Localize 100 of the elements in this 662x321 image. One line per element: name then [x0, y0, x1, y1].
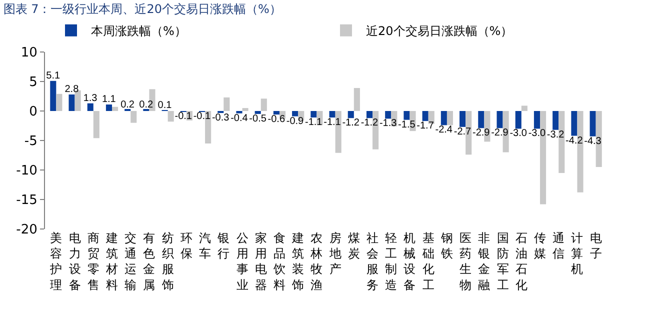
data-label: -0.1 [193, 111, 212, 122]
data-label: 1.3 [83, 92, 98, 104]
x-tick-label: 医药生物 [460, 231, 472, 292]
x-tick-label: 传媒 [534, 231, 546, 261]
bar [106, 104, 112, 111]
x-tick-label: 钢铁 [440, 231, 453, 261]
x-tick-label: 通信 [552, 231, 565, 261]
x-tick-label: 家用电器 [254, 231, 267, 292]
data-label: -0.3 [212, 112, 230, 124]
bar [112, 106, 118, 111]
bar [366, 111, 373, 118]
bar [354, 88, 360, 111]
data-label: -2.9 [491, 128, 509, 139]
data-label: -2.9 [472, 128, 490, 139]
data-label: -1.7 [416, 120, 434, 132]
x-tick-label: 汽车 [199, 231, 212, 261]
data-label: 0.1 [158, 100, 172, 111]
data-label: -4.2 [566, 135, 584, 146]
data-label: -3.2 [546, 129, 565, 140]
x-tick-label: 房地产 [328, 231, 342, 276]
data-label: -1.3 [379, 118, 398, 130]
bar [478, 111, 484, 128]
data-label: -1.5 [398, 119, 416, 130]
data-label: 1.1 [102, 94, 116, 106]
bar [87, 103, 94, 111]
bar [56, 94, 62, 111]
bar [130, 111, 137, 123]
x-tick-label: 煤炭 [348, 231, 360, 261]
x-tick-label: 农林牧渔 [310, 231, 323, 292]
y-tick-label: 0 [29, 104, 38, 120]
x-tick-label: 基础化工 [421, 231, 434, 292]
y-tick-label: -15 [16, 193, 38, 208]
bar [422, 111, 428, 122]
x-tick-label: 社会服务 [366, 231, 379, 292]
bar [50, 80, 56, 111]
bar [496, 111, 503, 128]
data-label: -0.1 [174, 111, 192, 122]
data-label: 0.2 [120, 99, 135, 110]
data-label: -4.3 [584, 136, 602, 147]
x-tick-label: 建筑装饰 [291, 231, 304, 292]
x-tick-label: 建筑材料 [104, 231, 118, 292]
data-label: -1.2 [360, 118, 379, 129]
bar [521, 106, 528, 111]
data-label: -1.2 [342, 118, 360, 129]
y-tick-label: 5 [29, 75, 38, 90]
x-tick-label: 轻工制造 [385, 231, 398, 292]
data-label: 5.1 [46, 70, 60, 82]
x-tick-label: 食品饮料 [272, 231, 286, 292]
bar [590, 111, 596, 136]
legend-label: 本周涨跌幅（%） [91, 24, 186, 38]
bar [292, 111, 298, 116]
bar [385, 111, 392, 119]
x-tick-label: 机械设备 [404, 231, 416, 292]
y-tick-label: -5 [24, 134, 38, 150]
x-tick-label: 非银金融 [477, 231, 490, 292]
data-label: -0.6 [268, 114, 286, 126]
bar [242, 108, 248, 111]
x-tick-label: 有色金属 [143, 231, 156, 292]
x-tick-label: 公用事业 [236, 231, 248, 292]
y-tick-label: 10 [20, 46, 38, 61]
data-label: -0.5 [249, 113, 267, 124]
bar [93, 111, 100, 138]
x-tick-label: 银行 [216, 231, 230, 261]
bar [571, 111, 578, 136]
bar [552, 111, 559, 130]
bar [440, 111, 447, 126]
bar [515, 111, 522, 129]
bar [254, 111, 261, 114]
x-tick-label: 美容护理 [49, 231, 62, 292]
chart-title: 图表 7：一级行业本周、近20个交易日涨跌幅（%） [3, 2, 282, 16]
x-tick-label: 电力设备 [68, 231, 81, 292]
data-label: -2.7 [454, 126, 472, 138]
data-label: 2.8 [64, 84, 80, 95]
data-label: -0.4 [230, 112, 248, 124]
bar [310, 111, 317, 118]
y-tick-label: -20 [16, 222, 38, 238]
bar [329, 111, 336, 118]
bar [68, 94, 75, 111]
x-tick-label: 电子 [590, 231, 602, 261]
y-tick-label: -10 [16, 164, 38, 179]
data-label: -3.0 [528, 128, 546, 140]
data-label: -1.1 [305, 116, 323, 128]
bar [224, 97, 230, 111]
x-tick-label: 商贸零售 [87, 231, 100, 292]
x-tick-label: 国防军工 [496, 231, 509, 292]
x-tick-label: 石油石化 [515, 231, 528, 292]
bar [404, 111, 410, 120]
data-label: -2.4 [435, 124, 453, 136]
bar [446, 111, 454, 126]
data-label: 0.2 [139, 99, 154, 110]
x-tick-label: 纺织服饰 [160, 231, 174, 292]
bar [168, 111, 174, 122]
data-label: -0.9 [286, 116, 304, 127]
bar [273, 111, 280, 115]
bar [348, 111, 354, 118]
data-label: -1.1 [324, 116, 342, 128]
legend-label: 近20个交易日涨跌幅（%） [366, 24, 513, 38]
bar [460, 111, 466, 127]
x-tick-label: 计算机 [571, 231, 584, 276]
x-tick-label: 环保 [180, 231, 192, 261]
